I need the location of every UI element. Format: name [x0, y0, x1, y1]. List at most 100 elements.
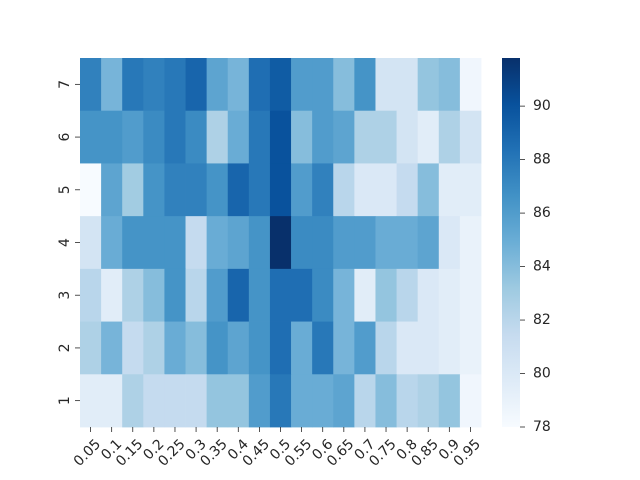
- y-tick-label: 5: [57, 185, 73, 194]
- heatmap-cell: [227, 268, 250, 322]
- heatmap-cell: [164, 110, 186, 164]
- heatmap-cell: [80, 58, 102, 112]
- heatmap-cell: [312, 321, 334, 375]
- heatmap-cell: [143, 374, 165, 428]
- colorbar-tick-label: 84: [533, 259, 551, 275]
- heatmap-cell: [269, 216, 292, 270]
- heatmap-cell: [101, 268, 123, 322]
- heatmap-cell: [101, 110, 123, 164]
- heatmap-cell: [354, 321, 376, 375]
- heatmap-cell: [396, 163, 419, 217]
- heatmap-cell: [459, 58, 482, 112]
- heatmap-cell: [227, 216, 250, 270]
- heatmap-cell: [375, 268, 397, 322]
- heatmap-cell: [396, 110, 419, 164]
- colorbar-tick-label: 82: [533, 312, 551, 328]
- heatmap-cell: [269, 321, 292, 375]
- heatmap-cell: [80, 374, 102, 428]
- heatmap-cell: [248, 321, 271, 375]
- heatmap-cell: [375, 58, 397, 112]
- heatmap-cell: [80, 163, 102, 217]
- heatmap-cell: [291, 268, 313, 322]
- heatmap-cell: [206, 110, 229, 164]
- heatmap-cell: [227, 374, 250, 428]
- heatmap-cell: [269, 110, 292, 164]
- heatmap-cell: [459, 163, 482, 217]
- heatmap-cell: [248, 216, 271, 270]
- heatmap-cell: [227, 58, 250, 112]
- heatmap-cell: [185, 268, 208, 322]
- colorbar-tick-label: 86: [533, 205, 551, 221]
- heatmap-cell: [206, 268, 229, 322]
- heatmap-cell: [459, 110, 482, 164]
- heatmap-cell: [459, 268, 482, 322]
- heatmap-cell: [206, 374, 229, 428]
- heatmap-cell: [438, 110, 461, 164]
- heatmap-cell: [333, 216, 355, 270]
- heatmap-cell: [333, 110, 355, 164]
- y-tick-label: 6: [57, 133, 73, 142]
- heatmap-cell: [417, 216, 440, 270]
- y-tick-label: 2: [57, 343, 73, 352]
- heatmap-cell: [164, 321, 186, 375]
- heatmap-cell: [143, 216, 165, 270]
- heatmap-cell: [438, 321, 461, 375]
- heatmap-cell: [164, 216, 186, 270]
- heatmap-cell: [227, 110, 250, 164]
- heatmap-cell: [417, 374, 440, 428]
- heatmap-cell: [101, 374, 123, 428]
- heatmap-cell: [396, 374, 419, 428]
- heatmap-cell: [206, 163, 229, 217]
- heatmap-cell: [185, 374, 208, 428]
- heatmap-cell: [354, 58, 376, 112]
- heatmap-cell: [101, 216, 123, 270]
- heatmap-cell: [396, 58, 419, 112]
- heatmap-cell: [291, 110, 313, 164]
- heatmap-cell: [312, 110, 334, 164]
- heatmap-cell: [375, 216, 397, 270]
- heatmap-cell: [227, 321, 250, 375]
- heatmap-cell: [291, 321, 313, 375]
- heatmap-cell: [206, 216, 229, 270]
- heatmap-cell: [333, 58, 355, 112]
- heatmap-cell: [354, 110, 376, 164]
- heatmap-cell: [269, 374, 292, 428]
- heatmap-cell: [143, 58, 165, 112]
- heatmap-cell: [438, 216, 461, 270]
- heatmap-cell: [354, 268, 376, 322]
- heatmap-cell: [354, 374, 376, 428]
- heatmap-cell: [312, 163, 334, 217]
- heatmap-cell: [375, 163, 397, 217]
- heatmap-cell: [333, 374, 355, 428]
- heatmap-cell: [122, 321, 144, 375]
- heatmap-cell: [164, 374, 186, 428]
- x-axis: 0.050.10.150.20.250.30.350.40.450.50.550…: [71, 427, 484, 470]
- heatmap-cell: [248, 374, 271, 428]
- colorbar-gradient: [502, 58, 520, 427]
- heatmap-cell: [80, 268, 102, 322]
- heatmap-cell: [248, 110, 271, 164]
- heatmap-cell: [269, 58, 292, 112]
- heatmap-cell: [185, 58, 208, 112]
- heatmap-cell: [101, 58, 123, 112]
- heatmap-cell: [248, 268, 271, 322]
- heatmap-cell: [459, 321, 482, 375]
- heatmap-cell: [101, 163, 123, 217]
- colorbar-tick-label: 78: [533, 419, 551, 435]
- colorbar-tick-label: 88: [533, 152, 551, 168]
- heatmap-cell: [206, 58, 229, 112]
- heatmap-cell: [375, 110, 397, 164]
- heatmap-cell: [80, 216, 102, 270]
- y-tick-label: 7: [57, 80, 73, 89]
- heatmap-cell: [375, 374, 397, 428]
- heatmap-cell: [164, 268, 186, 322]
- heatmap-cell: [375, 321, 397, 375]
- heatmap-cell: [396, 321, 419, 375]
- heatmap-cell: [291, 58, 313, 112]
- heatmap-cell: [291, 374, 313, 428]
- heatmap-cell: [248, 163, 271, 217]
- heatmap-cell: [333, 321, 355, 375]
- heatmap-cell: [459, 374, 482, 428]
- heatmap-cell: [438, 268, 461, 322]
